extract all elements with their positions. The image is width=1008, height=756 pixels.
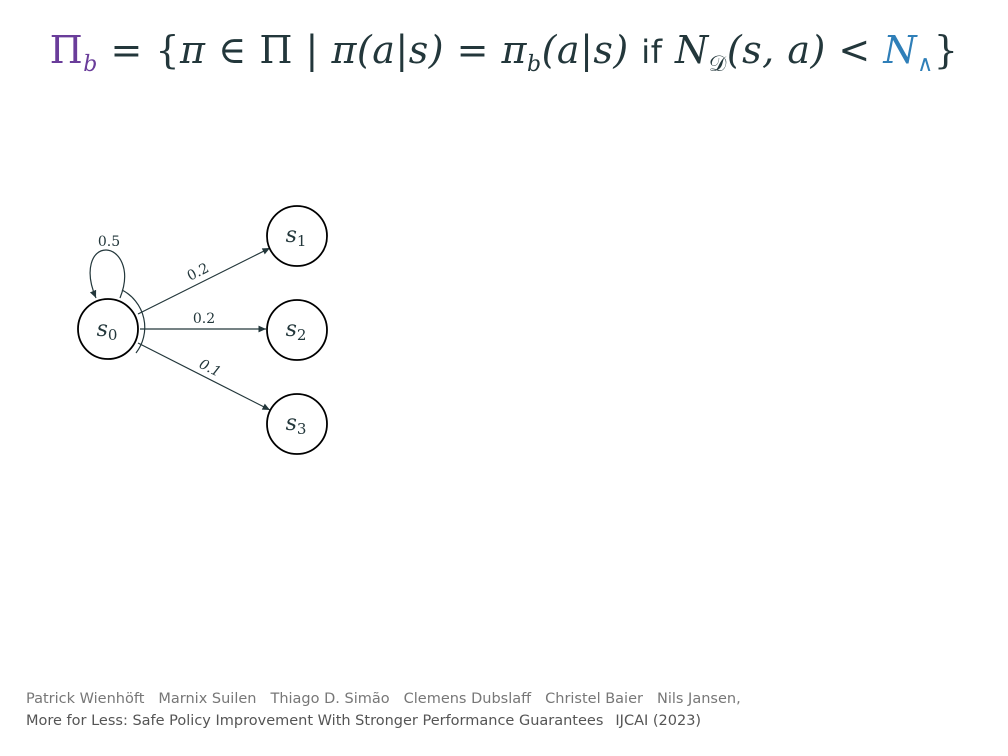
branch-arc <box>121 289 146 354</box>
svg-text:s3: s3 <box>286 411 307 438</box>
author: Thiago D. Simão <box>270 691 390 707</box>
slide-footer: Patrick Wienhöft Marnix Suilen Thiago D. S… <box>26 688 755 732</box>
policy-set-formula: Πb = {π ∈ Π | π(a|s) = πb(a|s) if N𝒟(s, … <box>49 28 959 77</box>
formula-pi-b: Πb <box>49 28 98 77</box>
edge-s0-s3 <box>137 342 271 411</box>
label-self-loop: 0.5 <box>98 234 120 250</box>
state-s1: s1 <box>266 205 328 267</box>
state-s0: s0 <box>77 298 139 360</box>
author: Patrick Wienhöft <box>26 691 145 707</box>
author: Nils Jansen, <box>656 691 741 707</box>
footer-authors: Patrick Wienhöft Marnix Suilen Thiago D. S… <box>26 688 755 710</box>
paper-title: More for Less: Safe Policy Improvement W… <box>26 713 604 729</box>
label-s0-s1: 0.2 <box>185 260 212 284</box>
author: Christel Baier <box>545 691 643 707</box>
svg-text:s2: s2 <box>286 317 307 344</box>
svg-text:s1: s1 <box>286 223 307 250</box>
state-s3: s3 <box>266 393 328 455</box>
formula-n-wedge: N∧ <box>883 28 934 77</box>
footer-title-line: More for Less: Safe Policy Improvement W… <box>26 710 755 732</box>
venue: IJCAI (2023) <box>615 713 702 729</box>
label-s0-s2: 0.2 <box>193 311 215 327</box>
svg-text:s0: s0 <box>97 317 118 344</box>
edge-s0-self-loop <box>89 249 126 299</box>
label-s0-s3: 0.1 <box>196 356 223 380</box>
author: Marnix Suilen <box>158 691 257 707</box>
edge-s0-s1 <box>137 247 271 315</box>
author: Clemens Dubslaff <box>403 691 532 707</box>
state-s2: s2 <box>266 299 328 361</box>
